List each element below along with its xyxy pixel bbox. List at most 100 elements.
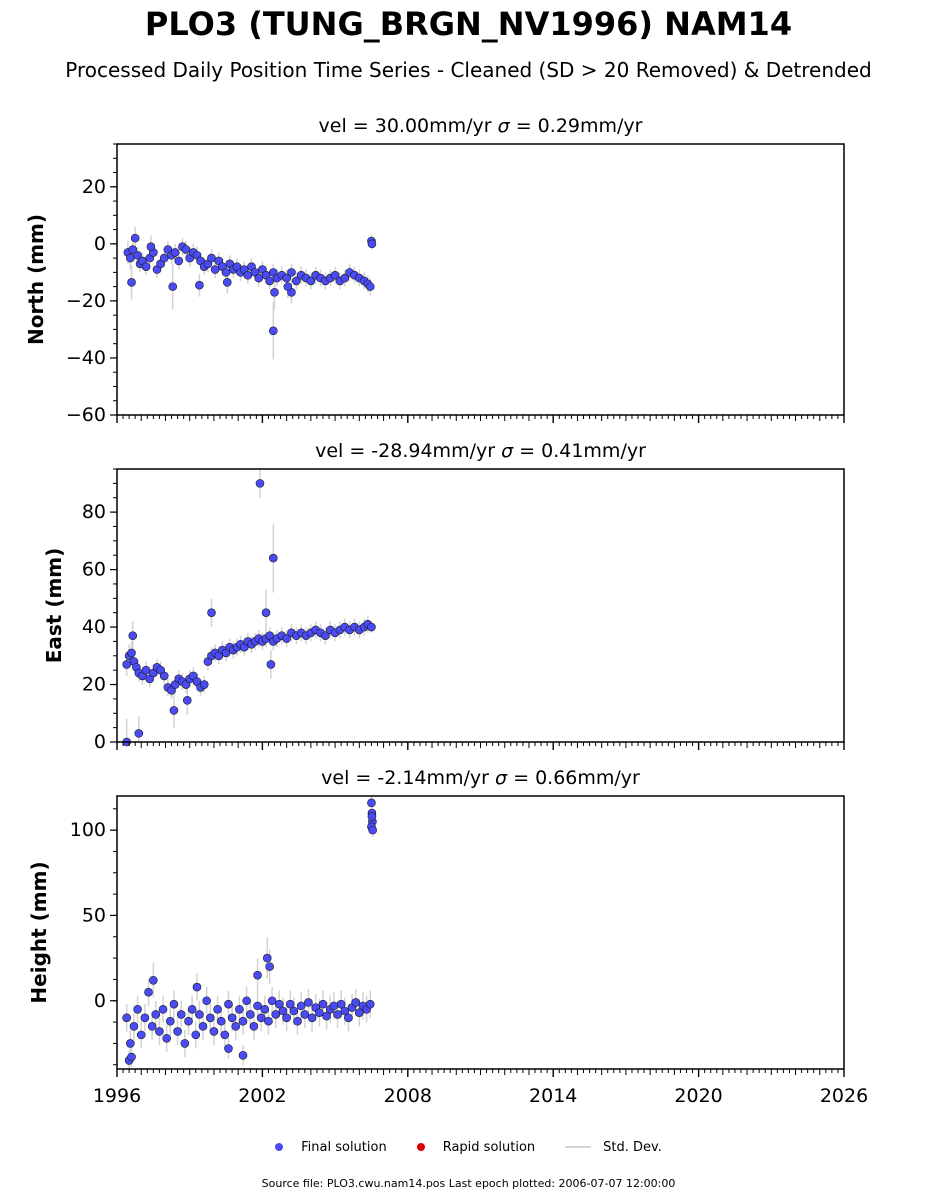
data-point (199, 680, 209, 689)
plot-frame (116, 468, 845, 743)
data-point (351, 998, 360, 1007)
legend-label-stddev: Std. Dev. (603, 1139, 662, 1155)
data-point (287, 268, 296, 277)
data-point (265, 962, 274, 971)
legend-item-stddev: Std. Dev. (565, 1140, 662, 1155)
data-point (322, 1011, 331, 1021)
data-point (262, 953, 272, 963)
data-point (253, 1001, 262, 1011)
data-point (133, 250, 142, 260)
y-tick-label: 60 (82, 559, 106, 581)
data-point (147, 1022, 157, 1031)
panel-title-sigma-symbol: σ (495, 767, 508, 789)
final-solution-marker-icon (275, 1143, 284, 1151)
data-point (344, 1013, 353, 1023)
legend-label-final: Final solution (301, 1139, 387, 1155)
data-point (127, 648, 136, 658)
data-point (249, 1022, 259, 1031)
data-point (254, 273, 264, 283)
data-point (367, 812, 377, 821)
data-point (195, 1010, 204, 1019)
y-tick-label: 0 (94, 990, 106, 1012)
data-point (149, 975, 158, 985)
data-point (261, 608, 271, 617)
data-point (275, 999, 284, 1009)
data-point (222, 278, 232, 287)
data-point (285, 999, 295, 1009)
panel-north: vel = 30.00mm/yr σ = 0.29mm/yr 20 0 −20 −40 −… (24, 115, 845, 426)
data-point (238, 1016, 248, 1026)
legend-label-rapid: Rapid solution (442, 1139, 536, 1155)
data-point (216, 1016, 226, 1026)
x-tick-label: 2026 (820, 1085, 868, 1107)
x-tick-label: 1996 (93, 1085, 141, 1107)
data-point (270, 288, 279, 297)
data-point (269, 326, 278, 336)
chart-title: PLO3 (TUNG_BRGN_NV1996) NAM14 (144, 5, 793, 43)
panel-title-sigma-symbol: σ (498, 115, 511, 137)
data-point (238, 1051, 248, 1060)
data-point (269, 553, 278, 563)
data-point (267, 996, 277, 1006)
data-point (195, 280, 204, 290)
data-point (159, 671, 169, 681)
data-point (243, 270, 253, 280)
data-point (300, 1010, 310, 1019)
data-point (146, 242, 156, 251)
data-point (307, 1013, 317, 1023)
data-point (329, 1001, 339, 1011)
data-point (368, 825, 377, 835)
panel-height: vel = -2.14mm/yr σ = 0.66mm/yr 100 50 0 Heig… (27, 767, 868, 1107)
data-point (282, 634, 291, 643)
data-point (162, 1033, 171, 1043)
panel-title-velocity: vel = -2.14mm/yr (321, 767, 495, 789)
data-point (292, 276, 301, 286)
data-point (283, 282, 293, 291)
data-point (330, 270, 340, 280)
panel-title-sigma-symbol: σ (501, 440, 514, 462)
data-point (169, 999, 179, 1009)
panel-title: vel = -28.94mm/yr σ = 0.41mm/yr (315, 440, 646, 462)
data-point (159, 253, 169, 263)
panel-title-sigma-value: = 0.29mm/yr (510, 115, 643, 137)
data-point (365, 282, 375, 291)
data-point (173, 1027, 182, 1036)
data-point (202, 996, 211, 1006)
data-point (231, 1022, 241, 1031)
y-axis-label: Height (mm) (27, 861, 51, 1003)
x-tick-label: 2008 (384, 1085, 432, 1107)
data-point (336, 999, 346, 1009)
data-point (169, 706, 179, 715)
legend-item-rapid: Rapid solution (416, 1139, 536, 1155)
y-axis-label: North (mm) (24, 214, 48, 345)
data-point (340, 273, 350, 283)
data-point (198, 1022, 208, 1031)
data-point (144, 987, 153, 997)
data-point (296, 1001, 306, 1011)
data-point (133, 1004, 142, 1014)
x-tick-label: 2002 (238, 1085, 286, 1107)
data-point (265, 276, 274, 286)
data-point (176, 1010, 186, 1019)
data-point (134, 729, 144, 738)
data-point (266, 660, 276, 669)
plot-frame (116, 795, 845, 1070)
panel-title-velocity: vel = 30.00mm/yr (319, 115, 498, 137)
data-point (166, 1016, 175, 1026)
data-point (367, 239, 377, 249)
data-point (184, 1016, 193, 1026)
data-point (207, 253, 216, 263)
data-point (367, 622, 376, 632)
data-point (122, 1013, 131, 1023)
data-point (306, 276, 316, 286)
data-point (213, 1004, 222, 1014)
data-point (242, 996, 251, 1006)
y-tick-label: 100 (70, 819, 106, 841)
chart-canvas: vel = 30.00mm/yr σ = 0.29mm/yr 20 0 −20 −40 −… (24, 115, 868, 1107)
data-point (182, 696, 192, 705)
data-point (321, 631, 330, 640)
data-point (180, 1039, 190, 1048)
std-dev-line-icon (565, 1146, 592, 1148)
data-point (271, 1010, 281, 1019)
data-point (155, 1027, 164, 1036)
